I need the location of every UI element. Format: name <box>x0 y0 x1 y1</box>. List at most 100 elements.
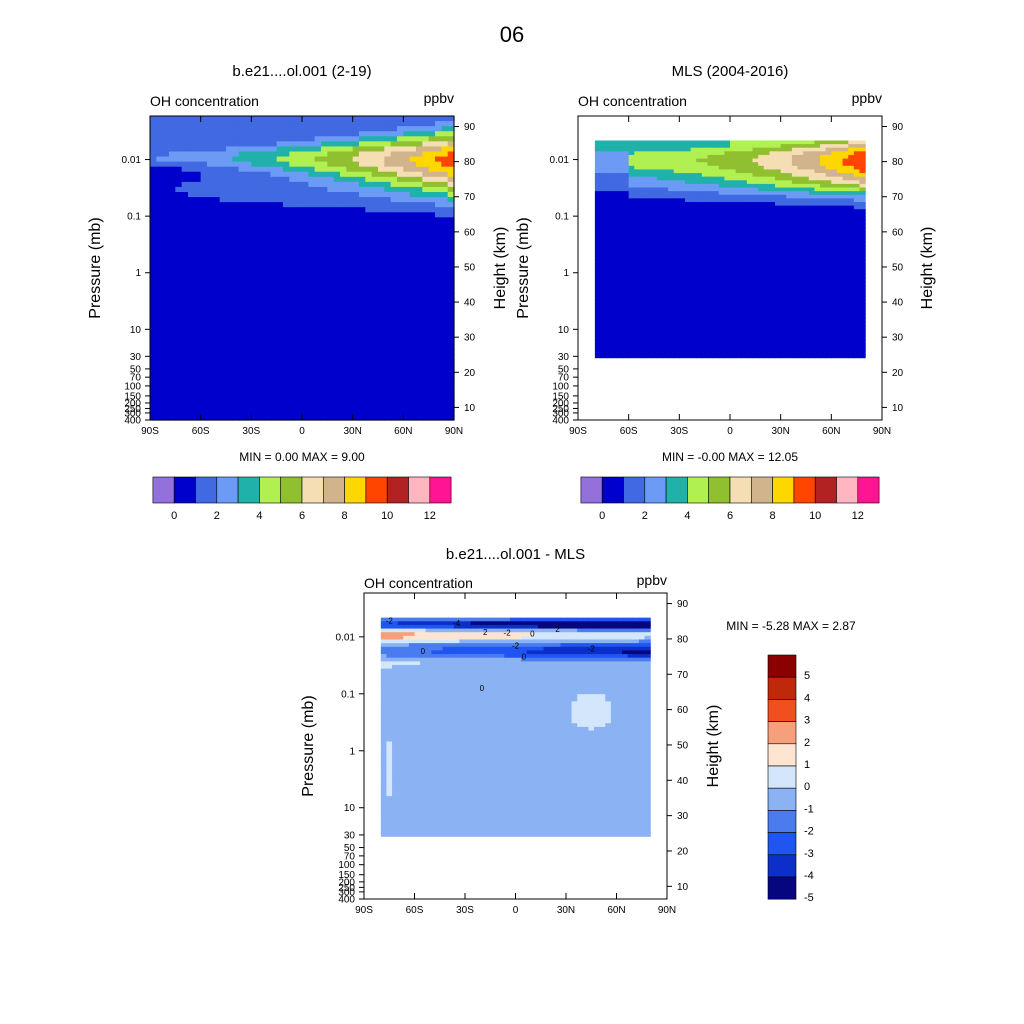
field-cell <box>724 249 731 254</box>
field-cell <box>611 212 619 218</box>
field-cell <box>741 339 748 344</box>
field-cell <box>435 374 442 381</box>
field-cell <box>775 296 782 301</box>
field-cell <box>397 222 404 229</box>
field-cell <box>321 136 328 142</box>
field-cell <box>696 303 703 308</box>
field-cell <box>352 166 360 173</box>
field-cell <box>435 298 442 305</box>
field-cell <box>428 369 436 375</box>
field-cell <box>156 344 164 350</box>
field-cell <box>775 245 782 250</box>
field-cell <box>371 313 379 320</box>
field-cell <box>257 359 265 365</box>
field-cell <box>763 314 771 319</box>
field-cell <box>724 173 731 178</box>
field-cell <box>594 180 602 185</box>
y-right-axis-label: Height (km) <box>492 227 509 310</box>
field-cell <box>416 288 423 294</box>
field-cell <box>162 237 170 244</box>
field-cell <box>175 394 183 401</box>
field-cell <box>422 141 430 147</box>
field-cell <box>730 270 737 275</box>
field-cell <box>780 187 787 192</box>
field-cell <box>359 136 366 142</box>
field-cell <box>758 332 765 337</box>
field-cell <box>752 191 759 196</box>
field-cell <box>713 180 720 185</box>
field-cell <box>741 256 748 261</box>
field-cell <box>257 303 265 310</box>
field-cell <box>162 207 170 213</box>
field-cell <box>238 141 246 147</box>
field-cell <box>352 394 360 401</box>
field-cell <box>645 310 652 315</box>
field-cell <box>403 237 411 244</box>
field-cell <box>645 191 652 196</box>
field-cell <box>219 313 227 320</box>
field-cell <box>775 140 782 145</box>
field-cell <box>435 303 442 310</box>
field-cell <box>634 314 641 319</box>
field-cell <box>416 176 423 183</box>
field-cell <box>741 230 748 236</box>
field-cell <box>435 262 442 269</box>
field-cell <box>769 176 776 181</box>
field-cell <box>200 414 208 421</box>
field-cell <box>730 209 737 214</box>
field-cell <box>321 247 328 254</box>
field-cell <box>422 293 430 299</box>
field-cell <box>679 274 686 279</box>
field-cell <box>397 344 404 350</box>
field-cell <box>295 323 303 330</box>
field-cell <box>707 176 714 181</box>
field-cell <box>617 238 624 243</box>
field-cell <box>390 141 398 147</box>
field-cell <box>264 414 271 421</box>
field-cell <box>679 201 686 207</box>
field-cell <box>333 354 341 360</box>
field-cell <box>289 252 297 259</box>
field-cell <box>257 247 265 254</box>
field-cell <box>786 151 793 156</box>
field-cell <box>175 186 183 193</box>
field-cell <box>238 333 246 340</box>
field-cell <box>289 207 297 213</box>
field-cell <box>780 198 787 203</box>
field-cell <box>162 333 170 340</box>
field-cell <box>371 328 379 335</box>
field-cell <box>150 414 157 421</box>
field-cell <box>213 176 221 183</box>
field-cell <box>690 154 697 160</box>
field-cell <box>662 165 669 171</box>
field-cell <box>435 364 442 370</box>
field-cell <box>735 162 742 167</box>
field-cell <box>763 144 771 149</box>
field-cell <box>441 379 449 386</box>
field-cell <box>780 176 787 181</box>
field-cell <box>656 187 664 192</box>
field-cell <box>226 192 233 198</box>
field-cell <box>276 207 284 213</box>
field-cell <box>302 288 309 294</box>
field-cell <box>314 268 322 274</box>
field-cell <box>735 325 742 330</box>
field-cell <box>365 268 373 274</box>
field-cell <box>422 136 430 142</box>
field-cell <box>219 212 227 218</box>
field-cell <box>289 288 297 294</box>
field-cell <box>701 212 709 218</box>
field-cell <box>763 209 771 214</box>
field-cell <box>594 274 602 279</box>
field-cell <box>690 267 697 272</box>
field-cell <box>289 414 297 421</box>
field-cell <box>634 249 641 254</box>
field-cell <box>769 314 776 319</box>
field-cell <box>645 230 652 236</box>
field-cell <box>422 283 430 289</box>
field-cell <box>441 349 449 355</box>
field-cell <box>741 198 748 203</box>
field-cell <box>416 369 423 375</box>
field-cell <box>378 151 385 158</box>
field-cell <box>780 277 787 283</box>
